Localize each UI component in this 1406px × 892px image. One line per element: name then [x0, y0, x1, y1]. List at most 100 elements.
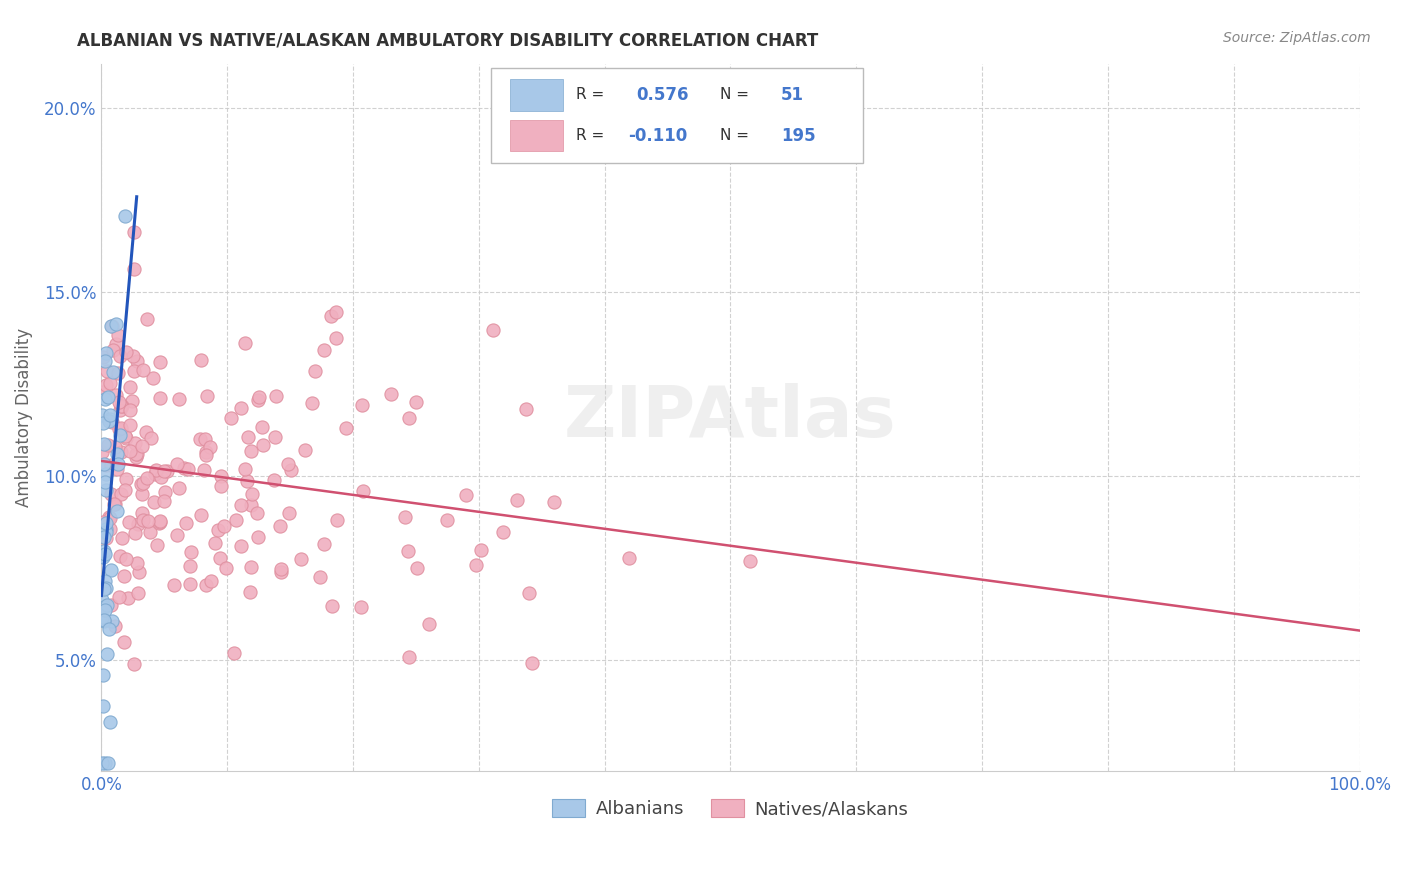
Point [321, 599, 343, 613]
Point [91, 416, 114, 430]
Point [127, 447, 149, 461]
Text: N =: N = [720, 87, 754, 103]
Point [149, 515, 172, 529]
Point [456, 487, 478, 501]
Point [100, 487, 122, 501]
Point [215, 561, 238, 575]
Point [149, 391, 172, 405]
Point [98, 412, 121, 426]
Point [111, 400, 134, 414]
Text: ZIPAtlas: ZIPAtlas [564, 383, 897, 452]
Point [139, 525, 162, 540]
Point [239, 585, 262, 599]
Point [122, 364, 145, 378]
Point [100, 458, 122, 473]
Point [125, 556, 148, 570]
Point [492, 524, 515, 539]
Point [107, 461, 129, 475]
Point [104, 337, 127, 351]
Point [96, 648, 118, 662]
Point [96, 598, 118, 612]
Point [204, 536, 226, 550]
Point [118, 515, 141, 529]
Point [94, 377, 117, 392]
Text: N =: N = [720, 128, 754, 143]
Point [93, 612, 115, 626]
Point [177, 462, 200, 476]
Point [91, 385, 114, 400]
Point [111, 531, 134, 545]
Point [94, 756, 117, 771]
Point [247, 392, 270, 407]
Point [90, 611, 112, 625]
Point [740, 553, 762, 567]
Point [236, 474, 259, 488]
Point [132, 513, 155, 527]
Point [309, 570, 332, 584]
Point [98, 509, 121, 524]
Point [98, 714, 121, 729]
Point [107, 328, 129, 343]
Point [149, 355, 172, 369]
Point [115, 552, 138, 566]
Point [252, 438, 274, 452]
Point [150, 470, 173, 484]
Point [94, 516, 117, 530]
Text: R =: R = [575, 128, 609, 143]
Point [190, 508, 212, 523]
Point [350, 399, 373, 413]
Point [96, 364, 118, 378]
Point [325, 331, 347, 345]
Point [139, 431, 162, 445]
Point [93, 544, 115, 558]
Y-axis label: Ambulatory Disability: Ambulatory Disability [15, 328, 32, 507]
Point [194, 448, 217, 462]
Point [222, 646, 245, 660]
Point [122, 657, 145, 671]
Point [194, 444, 217, 458]
Point [114, 483, 136, 498]
Point [135, 425, 157, 439]
Legend: Albanians, Natives/Alaskans: Albanians, Natives/Alaskans [546, 791, 915, 825]
Point [90, 609, 112, 624]
Point [153, 485, 176, 500]
Point [319, 309, 342, 323]
Point [352, 483, 374, 498]
Point [515, 401, 537, 416]
Point [167, 481, 190, 495]
Point [100, 318, 122, 333]
Point [97, 756, 120, 771]
Point [195, 389, 218, 403]
Point [98, 511, 121, 525]
FancyBboxPatch shape [510, 120, 564, 151]
Point [517, 586, 540, 600]
Point [136, 311, 159, 326]
Point [394, 510, 416, 524]
Point [325, 305, 347, 319]
Point [118, 380, 141, 394]
Point [93, 437, 115, 451]
Point [229, 401, 252, 416]
Point [94, 467, 117, 481]
Point [212, 519, 235, 533]
Point [94, 522, 117, 536]
Point [301, 396, 323, 410]
Point [94, 392, 117, 406]
Point [436, 513, 458, 527]
Point [124, 525, 146, 540]
Point [97, 438, 120, 452]
Point [229, 498, 252, 512]
Point [97, 414, 120, 428]
Point [180, 545, 202, 559]
Point [124, 436, 146, 450]
Point [240, 487, 263, 501]
FancyBboxPatch shape [492, 68, 862, 163]
Point [108, 395, 131, 409]
Point [120, 418, 142, 433]
Point [148, 516, 170, 530]
Point [94, 483, 117, 497]
Point [91, 756, 114, 771]
Point [94, 475, 117, 490]
Point [91, 593, 114, 607]
Point [225, 513, 247, 527]
